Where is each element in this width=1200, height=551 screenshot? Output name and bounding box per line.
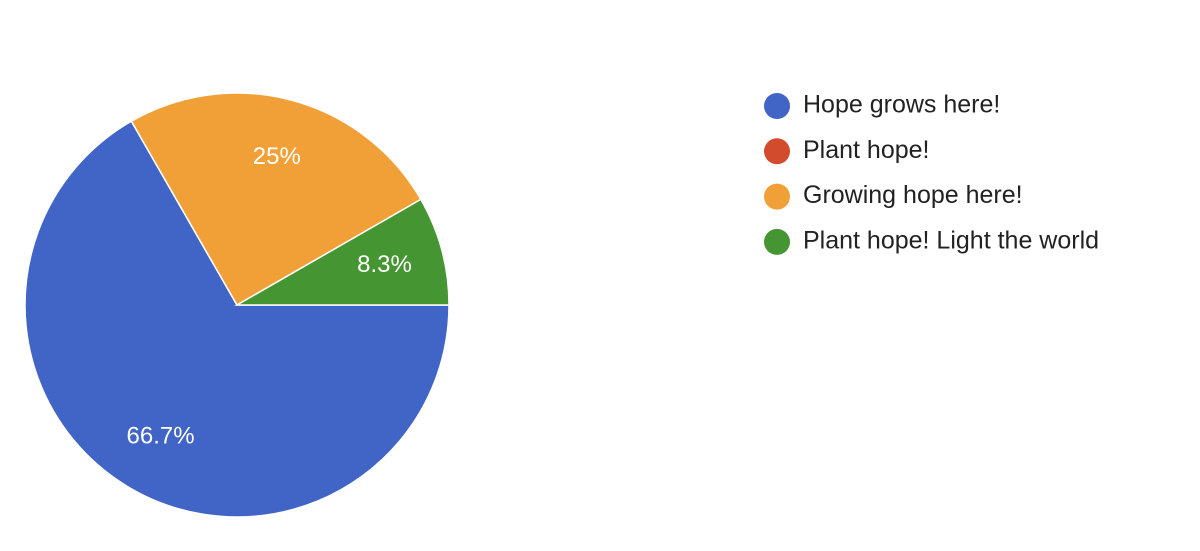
slice-label: 25% <box>253 143 301 170</box>
legend-label: Hope grows here! <box>803 91 1000 119</box>
pie-slice <box>24 120 450 518</box>
legend-label: Plant hope! Light the world <box>803 227 1099 255</box>
legend-swatch <box>764 228 790 255</box>
pie-slice <box>130 92 422 307</box>
legend-swatch <box>764 93 790 119</box>
legend-label: Plant hope! <box>803 136 930 164</box>
legend-swatch <box>764 183 790 210</box>
slice-label: 66.7% <box>127 422 195 449</box>
legend-swatch <box>764 138 790 165</box>
legend-label: Growing hope here! <box>803 181 1023 209</box>
pie-slice <box>234 198 450 306</box>
slice-label: 8.3% <box>357 251 412 278</box>
